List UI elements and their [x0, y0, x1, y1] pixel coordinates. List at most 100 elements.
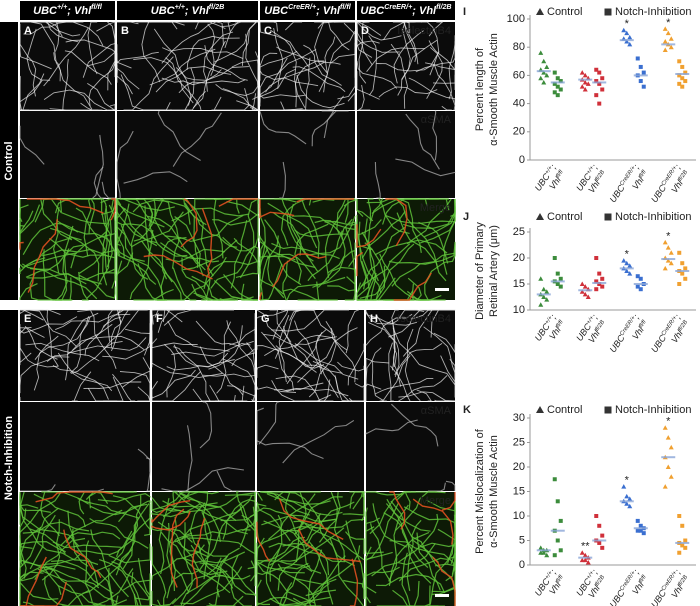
legend-marker: [604, 406, 612, 414]
vessel: [324, 204, 348, 278]
vessel: [83, 198, 92, 257]
y-tick-label: 30: [513, 412, 525, 424]
data-point: [594, 514, 599, 518]
y-tick-label: 10: [513, 304, 525, 316]
data-point: [668, 260, 674, 266]
vessel: [151, 590, 177, 606]
data-point: [538, 75, 544, 81]
vessel: [19, 125, 45, 165]
vessel: [111, 561, 151, 606]
data-point: [668, 250, 674, 255]
vessel: [185, 425, 193, 492]
data-point: [665, 464, 671, 469]
data-point: [680, 84, 685, 89]
vessel: [34, 316, 91, 360]
vessel: [140, 240, 182, 301]
vessel: [170, 508, 185, 588]
data-point: [582, 79, 588, 85]
micrograph-bg: [260, 111, 355, 198]
data-point: [621, 27, 627, 33]
vessel: [122, 513, 151, 570]
vessel: [20, 484, 56, 492]
vessel: [70, 340, 123, 374]
vessel: [20, 21, 63, 37]
data-point: [541, 79, 547, 85]
vessel: [337, 361, 365, 372]
vessel: [178, 491, 221, 542]
data-point: [555, 499, 560, 504]
vessel: [190, 544, 251, 580]
vessel: [256, 309, 308, 319]
vessel: [165, 57, 202, 111]
vessel: [133, 198, 165, 242]
data-point: [558, 548, 563, 553]
data-point: [662, 39, 668, 44]
column-header: UBCCreER/+; Vhlfl/2B: [360, 3, 451, 17]
vessel: [29, 514, 56, 570]
legend-marker: [604, 213, 612, 221]
data-point: [594, 79, 599, 84]
vessel: [358, 221, 382, 294]
column-header: UBCCreER/+; Vhlfl/fl: [264, 3, 351, 17]
vessel: [167, 320, 230, 352]
legend-marker: [604, 8, 612, 16]
genotype-part: fl/fl: [91, 3, 103, 11]
y-tick-label: 80: [513, 41, 525, 53]
genotype-part: UBC: [33, 5, 58, 17]
vessel: [117, 21, 139, 25]
vessel: [86, 218, 112, 299]
genotype-part: fl/fl: [340, 3, 352, 11]
vessel: [46, 323, 113, 362]
data-point: [627, 34, 633, 40]
genotype-part: Vhl: [669, 178, 685, 195]
vessel: [236, 100, 259, 111]
vessel: [345, 520, 365, 599]
data-point: [558, 79, 563, 84]
vessel: [155, 66, 232, 93]
genotype-part: UBC: [608, 333, 627, 355]
genotype-part: ;: [549, 162, 559, 170]
vessel: [269, 518, 337, 566]
data-point: [627, 41, 633, 47]
channel-label: IsolectinB4: [397, 25, 451, 37]
vessel: [19, 508, 27, 579]
data-point: [579, 84, 585, 89]
data-point: [662, 47, 668, 53]
data-point: [582, 72, 588, 78]
vessel: [182, 551, 246, 564]
data-point: [683, 276, 688, 281]
vessel: [61, 589, 90, 606]
vessel: [172, 112, 222, 167]
vessel: [216, 470, 255, 492]
genotype-part: UBC: [360, 5, 385, 17]
vessel: [433, 332, 456, 353]
vessel: [314, 219, 356, 231]
x-tick-label: UBCCreER/+;Vhlfl/2B: [649, 312, 692, 361]
vessel: [54, 198, 103, 214]
vessel: [175, 66, 249, 81]
vessel: [151, 497, 220, 513]
vessel: [55, 313, 131, 331]
genotype-part: fl/2B: [677, 574, 689, 587]
genotype-part: Vhl: [320, 5, 341, 17]
vessel: [41, 491, 90, 505]
data-point: [668, 444, 674, 450]
genotype-part: fl/2B: [436, 3, 451, 11]
data-point: [680, 271, 685, 276]
vessel: [398, 391, 456, 402]
vessel: [258, 401, 280, 445]
data-point: [538, 276, 544, 281]
data-point: [558, 284, 563, 289]
vessel: [286, 214, 314, 262]
vessel: [79, 274, 116, 299]
legend-marker: [536, 213, 544, 220]
genotype-part: fl/2B: [594, 574, 606, 587]
vessel: [224, 21, 240, 49]
vessel: [385, 198, 408, 247]
data-point: [638, 276, 643, 281]
vessel: [162, 491, 219, 518]
micrograph-bg: [366, 402, 455, 491]
micrograph: [256, 401, 364, 491]
vessel: [35, 491, 113, 503]
vessel: [226, 200, 259, 238]
